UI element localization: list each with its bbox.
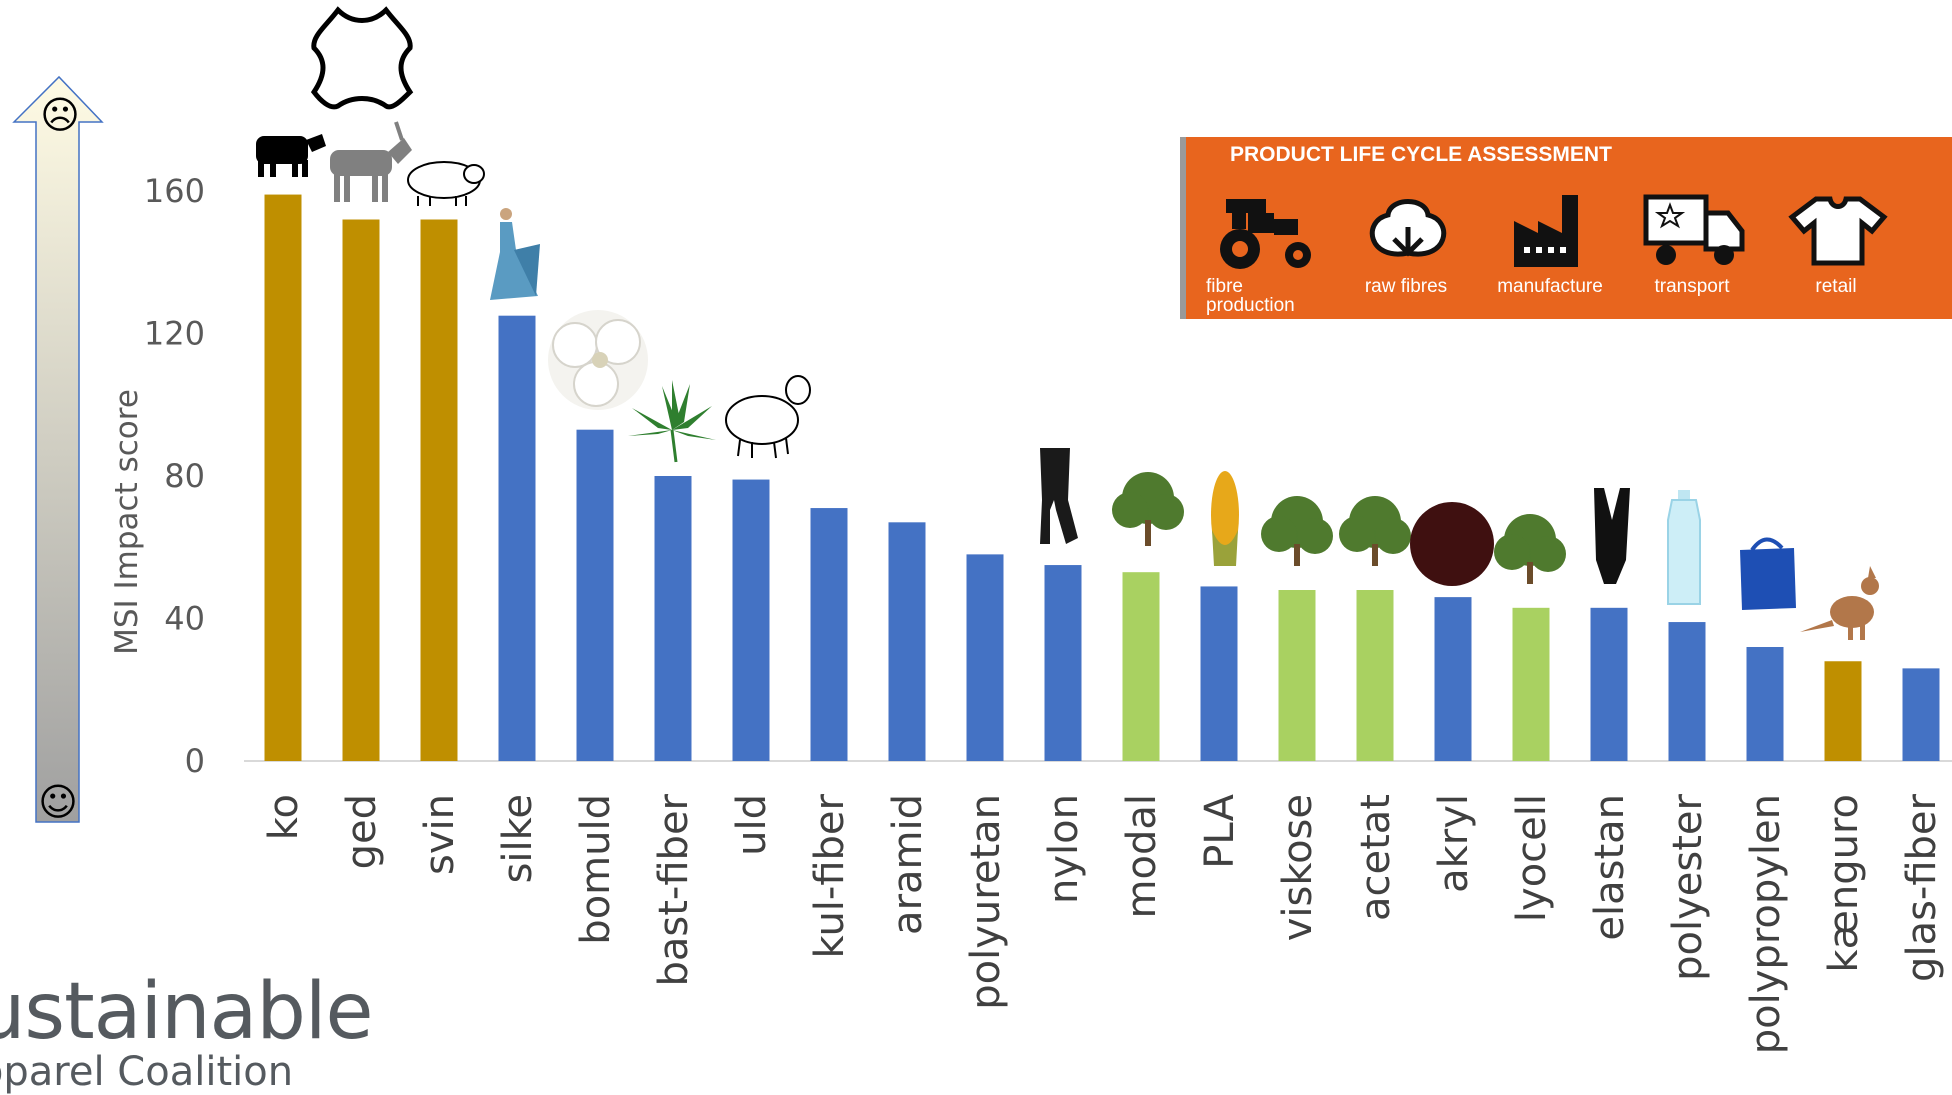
x-tick-label: modal bbox=[1119, 794, 1165, 918]
bar-viskose bbox=[1278, 590, 1316, 761]
fur-ball-icon bbox=[1410, 502, 1494, 586]
bar-kænguro bbox=[1824, 661, 1862, 761]
bar-polyester bbox=[1668, 622, 1706, 761]
lca-label: transport bbox=[1654, 276, 1730, 297]
x-tick-label: silke bbox=[495, 794, 541, 883]
hemp-leaf-icon bbox=[628, 380, 716, 463]
x-tick-label: uld bbox=[729, 794, 775, 856]
lca-title: PRODUCT LIFE CYCLE ASSESSMENT bbox=[1230, 143, 1612, 166]
bar-uld bbox=[732, 479, 770, 761]
x-tick-label: aramid bbox=[885, 794, 931, 935]
bar-polypropylen bbox=[1746, 647, 1784, 761]
bar-elastan bbox=[1590, 607, 1628, 761]
bar-kul-fiber bbox=[810, 508, 848, 761]
kangaroo-icon bbox=[1800, 566, 1879, 640]
y-tick-label: 120 bbox=[144, 315, 205, 353]
lca-stage-fibre-production: fibre production bbox=[1194, 191, 1334, 319]
swimsuit-icon bbox=[1594, 488, 1630, 584]
sheep-icon bbox=[725, 375, 811, 459]
x-tick-label: viskose bbox=[1275, 794, 1321, 941]
bar-nylon bbox=[1044, 565, 1082, 761]
lca-label: raw fibres bbox=[1364, 276, 1448, 297]
lca-banner: PRODUCT LIFE CYCLE ASSESSMENT fibre prod… bbox=[1180, 137, 1952, 319]
cow-icon bbox=[256, 134, 326, 177]
x-tick-label: acetat bbox=[1353, 794, 1399, 921]
bar-PLA bbox=[1200, 586, 1238, 761]
lca-stage-retail: retail bbox=[1766, 191, 1906, 319]
x-tick-label: polyuretan bbox=[963, 794, 1009, 1010]
lca-stage-transport: transport bbox=[1622, 191, 1762, 319]
x-tick-label: kul-fiber bbox=[807, 793, 853, 958]
sad-face-icon: ☹ bbox=[40, 93, 80, 137]
bar-ged bbox=[342, 219, 380, 761]
sac-logo-subtext: pparel Coalition bbox=[0, 1049, 294, 1095]
x-tick-label: lyocell bbox=[1509, 794, 1555, 922]
goat-icon bbox=[330, 121, 412, 202]
happy-face-icon: ☺ bbox=[38, 780, 78, 824]
bar-polyuretan bbox=[966, 554, 1004, 761]
x-tick-label: nylon bbox=[1041, 794, 1087, 904]
bag-icon bbox=[1740, 537, 1796, 610]
bar-bast-fiber bbox=[654, 476, 692, 761]
tree-icon bbox=[1339, 496, 1411, 566]
x-tick-label: ko bbox=[261, 794, 307, 840]
x-tick-label: polyester bbox=[1665, 793, 1711, 980]
pig-icon bbox=[407, 161, 485, 206]
impact-scale-arrow: ☹ ☺ bbox=[12, 75, 104, 824]
x-tick-label: polypropylen bbox=[1743, 794, 1789, 1054]
bottle-icon bbox=[1667, 490, 1701, 605]
tree-icon bbox=[1494, 514, 1566, 584]
x-tick-label: glas-fiber bbox=[1899, 793, 1945, 981]
stockings-icon bbox=[1040, 448, 1078, 544]
tree-icon bbox=[1261, 496, 1333, 566]
dress-icon bbox=[490, 208, 540, 300]
factory-icon bbox=[1514, 195, 1578, 267]
x-tick-label: elastan bbox=[1587, 794, 1633, 941]
y-tick-label: 80 bbox=[164, 457, 205, 495]
y-axis-label: MSI Impact score bbox=[109, 389, 145, 655]
bar-akryl bbox=[1434, 597, 1472, 761]
lca-label: fibre production bbox=[1206, 276, 1295, 316]
y-tick-label: 40 bbox=[164, 600, 205, 638]
lca-label: retail bbox=[1815, 276, 1857, 297]
tree-icon bbox=[1112, 472, 1184, 546]
bar-acetat bbox=[1356, 590, 1394, 761]
truck-icon bbox=[1643, 194, 1745, 265]
bar-modal bbox=[1122, 572, 1160, 761]
bar-silke bbox=[498, 315, 536, 761]
tractor-icon bbox=[1220, 199, 1311, 269]
lca-label: manufacture bbox=[1497, 276, 1603, 297]
bar-aramid bbox=[888, 522, 926, 761]
cotton-boll-icon bbox=[548, 310, 648, 410]
tshirt-icon bbox=[1788, 196, 1888, 266]
lca-stage-manufacture: manufacture bbox=[1480, 191, 1620, 319]
bar-bomuld bbox=[576, 429, 614, 761]
x-tick-label: PLA bbox=[1197, 793, 1243, 868]
leather-hide-icon bbox=[310, 6, 414, 110]
bar-glas-fiber bbox=[1902, 668, 1940, 761]
y-tick-label: 160 bbox=[144, 172, 205, 210]
x-tick-label: akryl bbox=[1431, 794, 1477, 893]
x-tick-label: bast-fiber bbox=[651, 793, 697, 986]
x-tick-label: kænguro bbox=[1821, 794, 1867, 973]
x-tick-label: bomuld bbox=[573, 794, 619, 945]
bar-lyocell bbox=[1512, 607, 1550, 761]
bar-ko bbox=[264, 194, 302, 761]
y-tick-label: 0 bbox=[185, 742, 205, 780]
cotton-icon bbox=[1369, 199, 1447, 257]
x-tick-label: svin bbox=[417, 794, 463, 875]
bar-svin bbox=[420, 219, 458, 761]
corn-icon bbox=[1211, 471, 1239, 566]
sac-logo-text: ustainable bbox=[0, 967, 374, 1057]
x-tick-label: ged bbox=[339, 794, 385, 869]
lca-stage-raw-fibres: raw fibres bbox=[1336, 191, 1476, 319]
